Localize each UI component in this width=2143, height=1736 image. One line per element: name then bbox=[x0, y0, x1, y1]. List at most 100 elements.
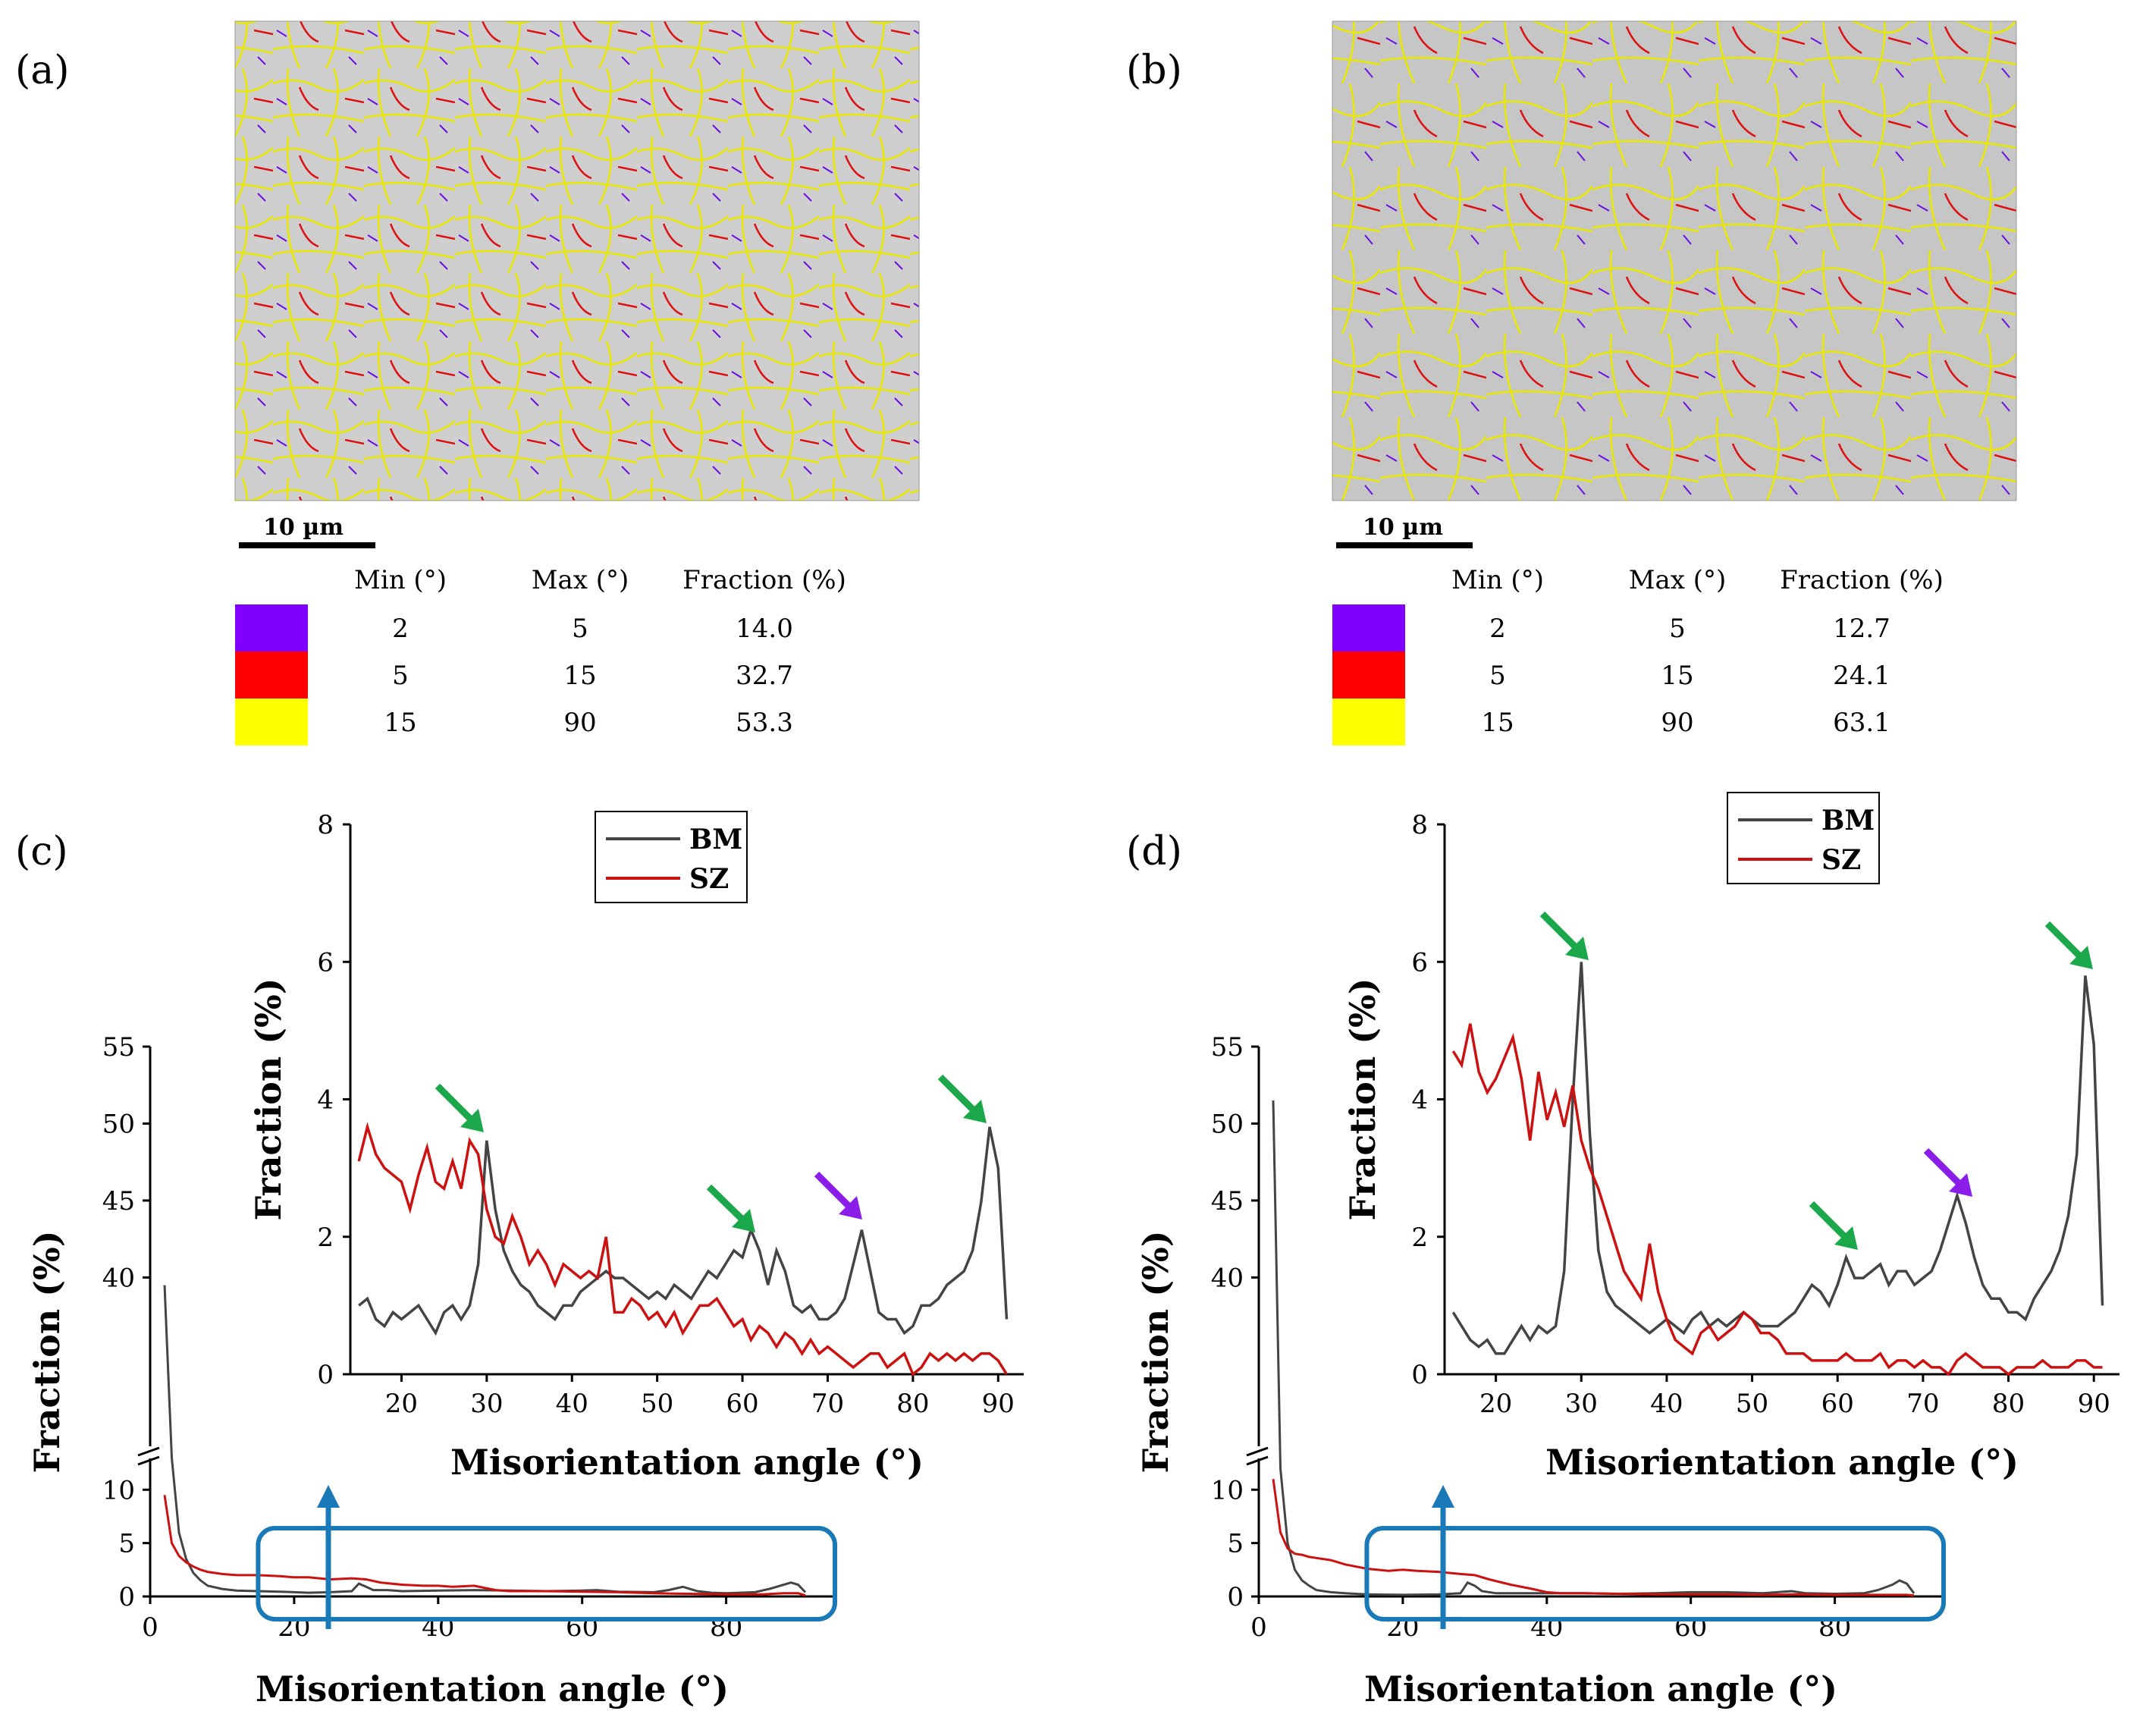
chart-c-main-xtick-label-0: 0 bbox=[142, 1612, 158, 1643]
chart-c-main-ytick-label-5: 50 bbox=[102, 1109, 135, 1139]
chart-d-inset-ytick-label-0: 0 bbox=[1411, 1360, 1428, 1390]
chart-c-main-zoom-box bbox=[256, 1526, 838, 1621]
table-a-row2-max: 15 bbox=[563, 661, 596, 691]
chart-c-inset-xtick-label-7: 90 bbox=[982, 1389, 1015, 1419]
table-b-swatch-purple bbox=[1332, 604, 1405, 651]
ebsd-map-b bbox=[1332, 20, 2017, 501]
chart-d-main-series-bm bbox=[1272, 1100, 1916, 1596]
table-a-row2-fraction: 32.7 bbox=[736, 661, 793, 691]
chart-c-inset-xtick-label-2: 40 bbox=[556, 1389, 588, 1419]
chart-d-inset-ytick-label-1: 2 bbox=[1411, 1223, 1428, 1253]
panel-a-label: (a) bbox=[15, 48, 70, 93]
panel-a: (a) 10 µm Min (°) Max (°) Fraction (%) 2… bbox=[15, 20, 920, 746]
chart-d-inset-xtick-label-5: 70 bbox=[1906, 1389, 1939, 1419]
chart-d-main-ytick-label-6: 55 bbox=[1211, 1032, 1244, 1063]
chart-c-main-ytick-label-1: 5 bbox=[118, 1529, 135, 1559]
table-a-row1-max: 5 bbox=[572, 614, 588, 644]
purple-arrow-d-74 bbox=[1923, 1147, 1972, 1197]
table-b-row3-max: 90 bbox=[1661, 708, 1693, 738]
callout-arrows-d bbox=[1539, 911, 2093, 1250]
chart-c-main-ytick-label-2: 10 bbox=[102, 1475, 135, 1505]
chart-c-inset-legend-label-sz: SZ bbox=[689, 863, 729, 895]
chart-c-inset-ytick-label-2: 4 bbox=[317, 1085, 334, 1116]
chart-d-main-axis-break bbox=[1246, 1446, 1269, 1466]
green-arrow-d-61 bbox=[1809, 1201, 1858, 1250]
chart-c-inset-xtick-label-4: 60 bbox=[726, 1389, 758, 1419]
callout-arrows-c bbox=[435, 1074, 987, 1232]
chart-c-main-ytick-label-3: 40 bbox=[102, 1263, 135, 1293]
arrow-c-up bbox=[317, 1485, 340, 1629]
panel-c-label: (c) bbox=[15, 829, 68, 874]
table-b-row1-fraction: 12.7 bbox=[1833, 614, 1890, 644]
chart-d-inset-xtick-label-2: 40 bbox=[1650, 1389, 1683, 1419]
green-arrow-d-30 bbox=[1539, 911, 1589, 960]
chart-c-inset-xtick-label-0: 20 bbox=[385, 1389, 418, 1419]
scale-bar-a: 10 µm bbox=[239, 514, 375, 548]
purple-arrow-c-74 bbox=[814, 1171, 862, 1220]
chart-d-inset-xtick-label-7: 90 bbox=[2078, 1389, 2110, 1419]
chart-c-inset-y-title: Fraction (%) bbox=[248, 978, 289, 1220]
chart-c-inset-ytick-label-1: 2 bbox=[317, 1223, 334, 1253]
table-b-row2-max: 15 bbox=[1661, 661, 1693, 691]
chart-d-main-zoom-box bbox=[1364, 1526, 1947, 1621]
green-arrow-c-30 bbox=[435, 1083, 484, 1132]
chart-c-main-axis-break bbox=[137, 1446, 160, 1466]
chart-d-main-ytick-label-1: 5 bbox=[1227, 1529, 1244, 1559]
legend-table-a: Min (°) Max (°) Fraction (%) 2 5 14.0 5 … bbox=[235, 565, 846, 746]
chart-d-main-ytick-label-5: 50 bbox=[1211, 1109, 1244, 1139]
chart-c-inset-xtick-label-3: 50 bbox=[641, 1389, 673, 1419]
chart-d-inset-ytick-label-3: 6 bbox=[1411, 947, 1428, 978]
table-b-row1-min: 2 bbox=[1489, 614, 1506, 644]
table-b-header-max: Max (°) bbox=[1629, 565, 1727, 595]
table-b-swatch-yellow bbox=[1332, 698, 1405, 746]
table-a-row3-min: 15 bbox=[384, 708, 416, 738]
table-a-swatch-yellow bbox=[235, 698, 308, 746]
chart-d-main-ytick-label-3: 40 bbox=[1211, 1263, 1244, 1293]
chart-c-inset-xtick-label-5: 70 bbox=[811, 1389, 844, 1419]
chart-d-inset-legend-label-sz: SZ bbox=[1821, 844, 1861, 876]
chart-d-inset-xtick-label-0: 20 bbox=[1479, 1389, 1512, 1419]
chart-d-inset: 0 2 4 6 8 20 30 40 50 60 70 80 90 Misorientation angl… bbox=[1342, 792, 2119, 1483]
chart-d-inset-xtick-label-3: 50 bbox=[1736, 1389, 1768, 1419]
chart-c-main-ytick-label-0: 0 bbox=[118, 1582, 135, 1612]
chart-d-main-x-title: Misorientation angle (°) bbox=[1364, 1669, 1837, 1709]
table-a-swatch-purple bbox=[235, 604, 308, 651]
chart-d-inset-legend-box bbox=[1727, 792, 1880, 884]
chart-d-inset-ytick-label-2: 4 bbox=[1411, 1085, 1428, 1116]
chart-d-inset-legend-label-bm: BM bbox=[1821, 805, 1875, 837]
chart-c-inset-ytick-label-3: 6 bbox=[317, 947, 334, 978]
table-a-header-fraction: Fraction (%) bbox=[682, 565, 846, 595]
chart-d-main-ytick-label-4: 45 bbox=[1211, 1186, 1244, 1216]
table-b-header-min: Min (°) bbox=[1451, 565, 1544, 595]
table-b-row1-max: 5 bbox=[1669, 614, 1686, 644]
chart-c-inset-ytick-label-0: 0 bbox=[317, 1360, 334, 1390]
table-a-row3-fraction: 53.3 bbox=[736, 708, 793, 738]
chart-d-inset-y-title: Fraction (%) bbox=[1342, 978, 1383, 1220]
table-a-row2-min: 5 bbox=[392, 661, 409, 691]
panel-b-label: (b) bbox=[1126, 48, 1182, 93]
table-b-header-fraction: Fraction (%) bbox=[1780, 565, 1944, 595]
chart-d-main-series-sz bbox=[1272, 1478, 1915, 1597]
table-a-row1-fraction: 14.0 bbox=[736, 614, 793, 644]
green-arrow-d-89 bbox=[2044, 921, 2093, 969]
table-a-row3-max: 90 bbox=[563, 708, 596, 738]
panel-b: (b) 10 µm Min (°) Max (°) Fraction (%) 2… bbox=[1126, 20, 2017, 746]
chart-d-inset-xtick-label-1: 30 bbox=[1565, 1389, 1598, 1419]
table-b-row3-fraction: 63.1 bbox=[1833, 708, 1890, 738]
chart-c-inset-ytick-label-4: 8 bbox=[317, 810, 334, 840]
chart-c-inset-legend-label-bm: BM bbox=[689, 824, 742, 855]
scale-bar-b: 10 µm bbox=[1336, 514, 1473, 548]
table-a-swatch-red bbox=[235, 651, 308, 698]
chart-d-inset-series-bm bbox=[1451, 962, 2104, 1355]
chart-d-inset-ytick-label-4: 8 bbox=[1411, 810, 1428, 840]
table-b-row2-fraction: 24.1 bbox=[1833, 661, 1890, 691]
table-a-row1-min: 2 bbox=[392, 614, 409, 644]
ebsd-map-a bbox=[234, 20, 920, 501]
table-b-swatch-red bbox=[1332, 651, 1405, 698]
chart-d-main-y-title: Fraction (%) bbox=[1135, 1230, 1176, 1473]
chart-c-main-series-sz bbox=[163, 1495, 806, 1597]
chart-d-inset-series-sz bbox=[1451, 1023, 2103, 1377]
